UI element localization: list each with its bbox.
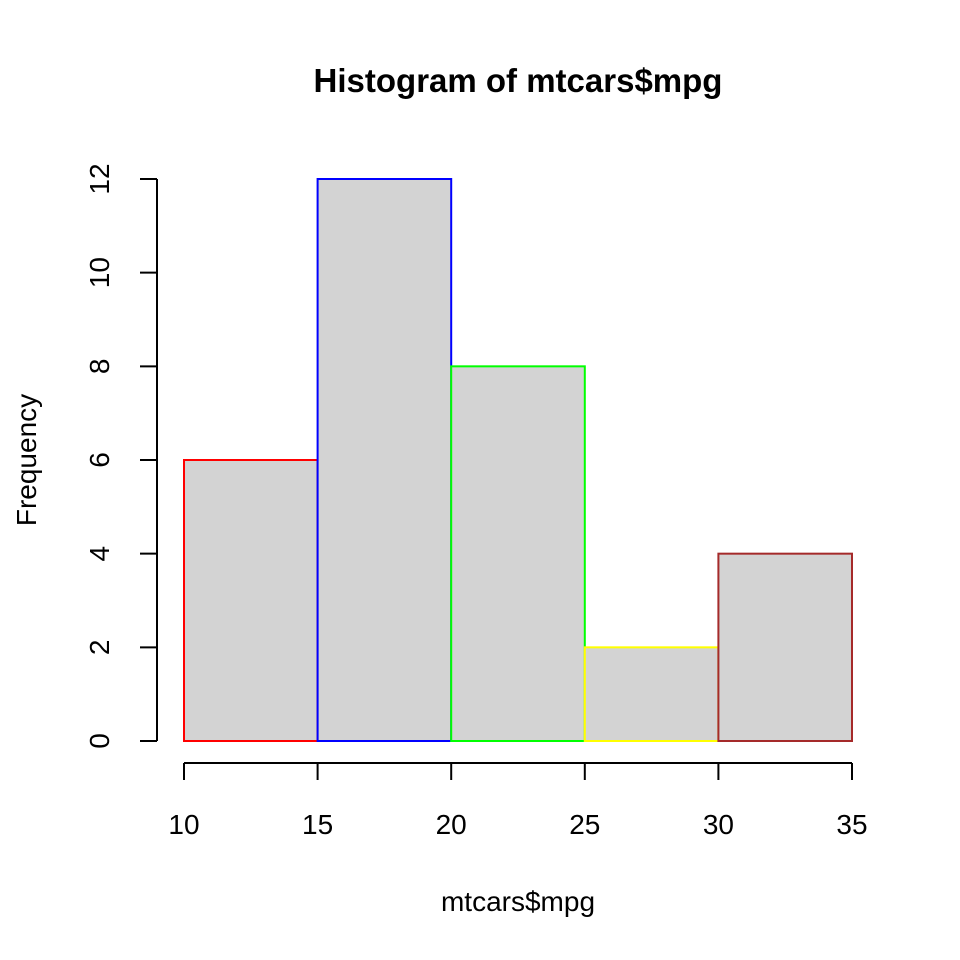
chart-title: Histogram of mtcars$mpg <box>314 62 723 99</box>
y-tick-label: 8 <box>84 359 115 375</box>
y-tick-label: 6 <box>84 452 115 468</box>
histogram-bar-5 <box>717 552 854 743</box>
y-tick-label: 10 <box>84 257 115 288</box>
y-axis: 0 2 4 6 8 10 12 <box>84 163 158 749</box>
histogram-bar-3 <box>450 365 586 742</box>
y-tick-label: 2 <box>84 640 115 656</box>
x-tick-label: 25 <box>569 809 600 840</box>
histogram-bar-4 <box>583 646 720 742</box>
x-tick-label: 30 <box>703 809 734 840</box>
bars-group <box>183 178 854 743</box>
x-tick-label: 10 <box>168 809 199 840</box>
x-axis-label: mtcars$mpg <box>441 886 595 917</box>
y-tick-label: 0 <box>84 733 115 749</box>
x-tick-label: 35 <box>836 809 867 840</box>
x-tick-label: 15 <box>302 809 333 840</box>
x-axis: 10 15 20 25 30 35 <box>168 762 868 840</box>
y-tick-label: 4 <box>84 546 115 562</box>
histogram-bar-2 <box>316 178 453 742</box>
y-tick-label: 12 <box>84 163 115 194</box>
histogram-bar-1 <box>183 459 319 742</box>
x-tick-label: 20 <box>436 809 467 840</box>
y-axis-label: Frequency <box>11 394 42 526</box>
